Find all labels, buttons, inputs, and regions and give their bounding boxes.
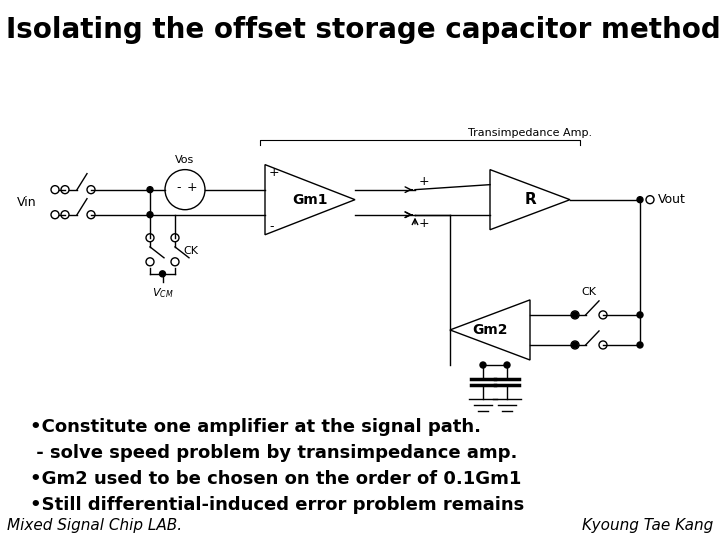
- Text: Vout: Vout: [658, 193, 686, 206]
- Text: Gm1: Gm1: [292, 193, 328, 207]
- Circle shape: [147, 187, 153, 193]
- Text: +: +: [419, 174, 430, 188]
- Text: -: -: [176, 181, 181, 194]
- Circle shape: [637, 197, 643, 202]
- Circle shape: [572, 342, 578, 348]
- Text: +: +: [269, 166, 279, 179]
- Text: R: R: [524, 192, 536, 207]
- Text: +: +: [419, 217, 430, 230]
- Text: CK: CK: [582, 287, 596, 297]
- Circle shape: [160, 271, 166, 277]
- Text: Kyoung Tae Kang: Kyoung Tae Kang: [582, 518, 713, 532]
- Circle shape: [147, 212, 153, 218]
- Circle shape: [480, 362, 486, 368]
- Circle shape: [637, 312, 643, 318]
- Text: CK: CK: [183, 246, 198, 256]
- Text: +: +: [186, 181, 197, 194]
- Text: Mixed Signal Chip LAB.: Mixed Signal Chip LAB.: [7, 518, 182, 532]
- Text: Vos: Vos: [176, 154, 194, 165]
- Text: •Still differential-induced error problem remains: •Still differential-induced error proble…: [30, 496, 524, 514]
- Text: •Constitute one amplifier at the signal path.: •Constitute one amplifier at the signal …: [30, 418, 481, 436]
- Text: Vin: Vin: [17, 195, 37, 208]
- Text: Gm2: Gm2: [472, 323, 508, 337]
- Text: -: -: [269, 220, 274, 233]
- Circle shape: [637, 342, 643, 348]
- Text: - solve speed problem by transimpedance amp.: - solve speed problem by transimpedance …: [30, 444, 518, 462]
- Text: •Gm2 used to be chosen on the order of 0.1Gm1: •Gm2 used to be chosen on the order of 0…: [30, 470, 521, 488]
- Text: Isolating the offset storage capacitor method(2): Isolating the offset storage capacitor m…: [6, 16, 720, 44]
- Text: $V_{CM}$: $V_{CM}$: [152, 286, 174, 300]
- Text: Transimpedance Amp.: Transimpedance Amp.: [468, 127, 592, 138]
- Circle shape: [504, 362, 510, 368]
- Circle shape: [572, 312, 578, 318]
